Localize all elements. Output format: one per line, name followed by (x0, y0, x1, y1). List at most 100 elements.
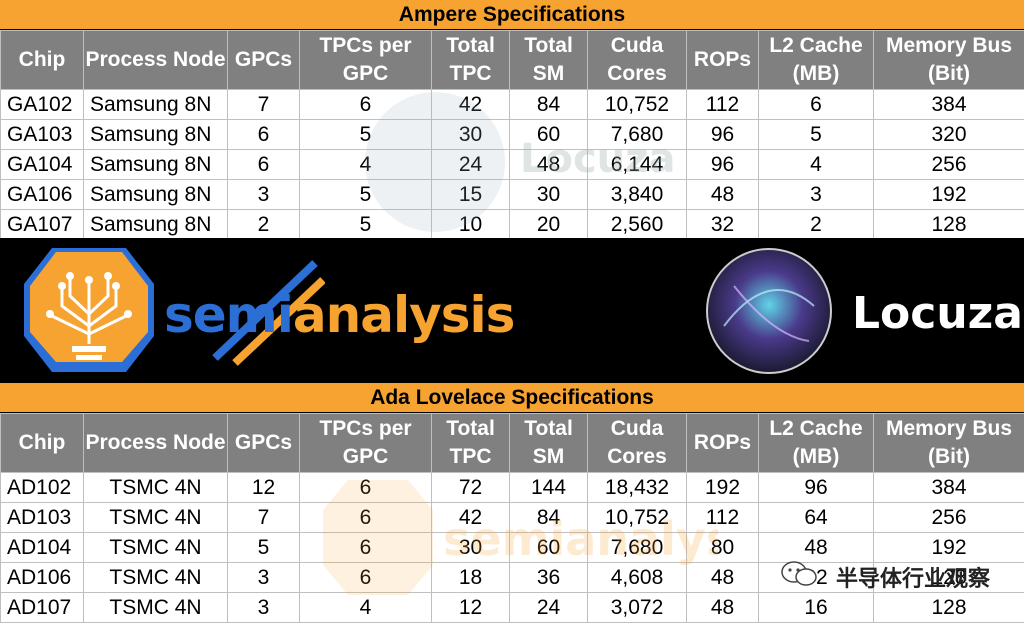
cell-gpcs: 3 (228, 593, 300, 623)
cell-tpcs-per-gpc: 5 (300, 120, 432, 150)
cell-l2-cache: 3 (759, 180, 874, 210)
cell-process-node: Samsung 8N (84, 210, 228, 240)
cell-rops: 32 (687, 210, 759, 240)
header-chip: Chip (1, 414, 84, 473)
cell-cuda-cores: 4,608 (588, 563, 687, 593)
cell-total-sm: 36 (510, 563, 588, 593)
cell-tpcs-per-gpc: 4 (300, 150, 432, 180)
cell-gpcs: 12 (228, 473, 300, 503)
table-row: GA102 Samsung 8N 7 6 42 84 10,752 112 6 … (1, 90, 1024, 120)
cell-total-sm: 84 (510, 503, 588, 533)
table-row: GA107 Samsung 8N 2 5 10 20 2,560 32 2 12… (1, 210, 1024, 240)
cell-rops: 112 (687, 503, 759, 533)
table-row: AD103 TSMC 4N 7 6 42 84 10,752 112 64 25… (1, 503, 1024, 533)
cell-chip: AD107 (1, 593, 84, 623)
cell-gpcs: 3 (228, 180, 300, 210)
cell-total-sm: 144 (510, 473, 588, 503)
cell-total-tpc: 72 (432, 473, 510, 503)
cell-cuda-cores: 3,840 (588, 180, 687, 210)
cell-chip: AD106 (1, 563, 84, 593)
cell-process-node: Samsung 8N (84, 90, 228, 120)
cell-rops: 192 (687, 473, 759, 503)
header-tpcs-per-gpc: TPCs per GPC (300, 31, 432, 90)
cell-l2-cache: 2 (759, 210, 874, 240)
cell-total-sm: 20 (510, 210, 588, 240)
header-process-node: Process Node (84, 414, 228, 473)
cell-chip: AD102 (1, 473, 84, 503)
cell-gpcs: 7 (228, 90, 300, 120)
cell-cuda-cores: 2,560 (588, 210, 687, 240)
header-gpcs: GPCs (228, 414, 300, 473)
cell-rops: 96 (687, 150, 759, 180)
cell-rops: 96 (687, 120, 759, 150)
cell-total-tpc: 30 (432, 120, 510, 150)
cell-total-sm: 48 (510, 150, 588, 180)
cell-rops: 80 (687, 533, 759, 563)
cell-memory-bus: 128 (874, 593, 1024, 623)
locuza-wordmark: Locuza (852, 288, 1023, 339)
ampere-title: Ampere Specifications (0, 0, 1024, 30)
header-cuda-cores: Cuda Cores (588, 414, 687, 473)
header-total-sm: Total SM (510, 31, 588, 90)
cell-total-sm: 84 (510, 90, 588, 120)
ada-header-row: Chip Process Node GPCs TPCs per GPC Tota… (1, 414, 1024, 473)
cell-total-tpc: 10 (432, 210, 510, 240)
cell-chip: AD103 (1, 503, 84, 533)
cell-cuda-cores: 10,752 (588, 90, 687, 120)
cell-total-tpc: 15 (432, 180, 510, 210)
cell-memory-bus: 320 (874, 120, 1024, 150)
cell-process-node: TSMC 4N (84, 473, 228, 503)
cell-gpcs: 6 (228, 150, 300, 180)
header-total-sm: Total SM (510, 414, 588, 473)
cell-memory-bus: 256 (874, 150, 1024, 180)
cell-tpcs-per-gpc: 6 (300, 503, 432, 533)
cell-gpcs: 6 (228, 120, 300, 150)
ampere-table-block: Ampere Specifications Chip Process Node … (0, 0, 1024, 240)
table-row: AD104 TSMC 4N 5 6 30 60 7,680 80 48 192 (1, 533, 1024, 563)
semianalysis-logo-icon (22, 244, 156, 376)
cell-tpcs-per-gpc: 6 (300, 533, 432, 563)
semianalysis-wordmark: semianalysis (164, 286, 514, 344)
ada-title: Ada Lovelace Specifications (0, 383, 1024, 413)
cell-rops: 48 (687, 563, 759, 593)
cell-tpcs-per-gpc: 4 (300, 593, 432, 623)
cell-total-tpc: 18 (432, 563, 510, 593)
cell-cuda-cores: 6,144 (588, 150, 687, 180)
cell-gpcs: 2 (228, 210, 300, 240)
ampere-header-row: Chip Process Node GPCs TPCs per GPC Tota… (1, 31, 1024, 90)
cell-chip: GA103 (1, 120, 84, 150)
logo-banner: semianalysis Locuza (0, 238, 1024, 381)
cell-total-sm: 30 (510, 180, 588, 210)
cell-tpcs-per-gpc: 6 (300, 90, 432, 120)
header-rops: ROPs (687, 414, 759, 473)
cell-l2-cache: 6 (759, 90, 874, 120)
header-memory-bus: Memory Bus (Bit) (874, 31, 1024, 90)
header-memory-bus: Memory Bus (Bit) (874, 414, 1024, 473)
cell-process-node: TSMC 4N (84, 593, 228, 623)
cell-memory-bus: 256 (874, 503, 1024, 533)
cell-total-sm: 60 (510, 533, 588, 563)
cell-total-sm: 24 (510, 593, 588, 623)
cell-tpcs-per-gpc: 6 (300, 563, 432, 593)
cell-total-tpc: 24 (432, 150, 510, 180)
cell-chip: GA106 (1, 180, 84, 210)
cell-rops: 48 (687, 593, 759, 623)
cell-l2-cache: 96 (759, 473, 874, 503)
cell-memory-bus: 384 (874, 90, 1024, 120)
cell-tpcs-per-gpc: 5 (300, 210, 432, 240)
cell-total-tpc: 42 (432, 90, 510, 120)
cell-process-node: TSMC 4N (84, 503, 228, 533)
table-row: AD107 TSMC 4N 3 4 12 24 3,072 48 16 128 (1, 593, 1024, 623)
cell-process-node: Samsung 8N (84, 120, 228, 150)
cell-chip: GA102 (1, 90, 84, 120)
cell-memory-bus: 192 (874, 180, 1024, 210)
cell-process-node: Samsung 8N (84, 150, 228, 180)
header-gpcs: GPCs (228, 31, 300, 90)
table-row: GA103 Samsung 8N 6 5 30 60 7,680 96 5 32… (1, 120, 1024, 150)
cell-gpcs: 7 (228, 503, 300, 533)
header-tpcs-per-gpc: TPCs per GPC (300, 414, 432, 473)
ampere-specs-table: Chip Process Node GPCs TPCs per GPC Tota… (0, 30, 1024, 240)
cell-l2-cache: 64 (759, 503, 874, 533)
cell-process-node: Samsung 8N (84, 180, 228, 210)
header-total-tpc: Total TPC (432, 31, 510, 90)
